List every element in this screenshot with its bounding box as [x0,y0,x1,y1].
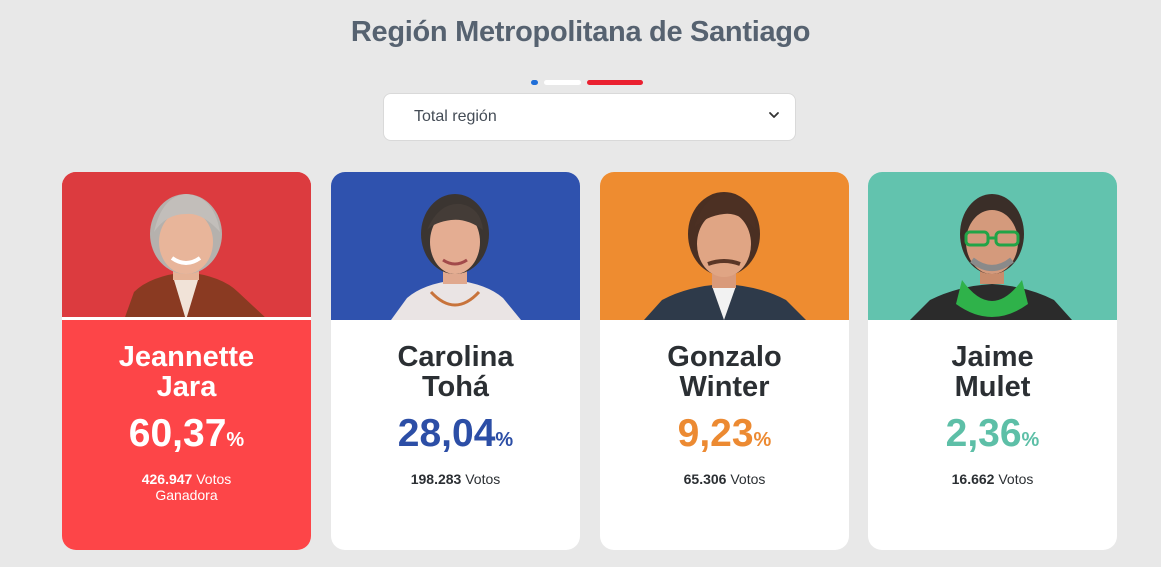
candidate-card-jara[interactable]: Jeannette Jara 60,37% 426.947 Votos Gana… [62,172,311,550]
carousel-indicator-dot[interactable] [531,80,538,85]
carousel-indicator-inactive[interactable] [544,80,581,85]
candidate-percent: 60,37% [128,412,245,455]
candidate-percent: 2,36% [945,412,1040,455]
carousel-indicator-active[interactable] [587,80,643,85]
candidate-votes: 16.662 Votos [951,471,1034,487]
region-select[interactable]: Total región [383,93,796,141]
candidate-votes: 198.283 Votos [410,471,501,487]
candidate-photo-band [331,172,580,320]
candidate-name: Jaime Mulet [951,341,1034,403]
candidate-name: Gonzalo Winter [667,341,782,403]
candidate-photo-band [600,172,849,320]
candidate-portrait [910,194,1072,320]
candidate-name: Carolina Tohá [397,341,514,403]
candidate-portrait [125,194,265,317]
candidate-portrait [391,194,521,320]
candidate-votes: 426.947 Votos [141,471,232,487]
candidate-name: Jeannette Jara [118,341,255,403]
region-select-value: Total región [414,108,497,125]
candidate-photo-band [868,172,1117,320]
candidate-card-mulet[interactable]: Jaime Mulet 2,36% 16.662 Votos [868,172,1117,550]
candidate-votes: 65.306 Votos [683,471,766,487]
chevron-down-icon [769,112,779,118]
page-title: Región Metropolitana de Santiago [350,16,811,48]
winner-badge: Ganadora [155,487,218,503]
candidate-card-toha[interactable]: Carolina Tohá 28,04% 198.283 Votos [331,172,580,550]
candidate-percent: 28,04% [397,412,514,455]
candidate-percent: 9,23% [677,412,772,455]
candidate-photo-band [62,172,311,320]
candidate-card-winter[interactable]: Gonzalo Winter 9,23% 65.306 Votos [600,172,849,550]
candidate-portrait [644,192,806,320]
